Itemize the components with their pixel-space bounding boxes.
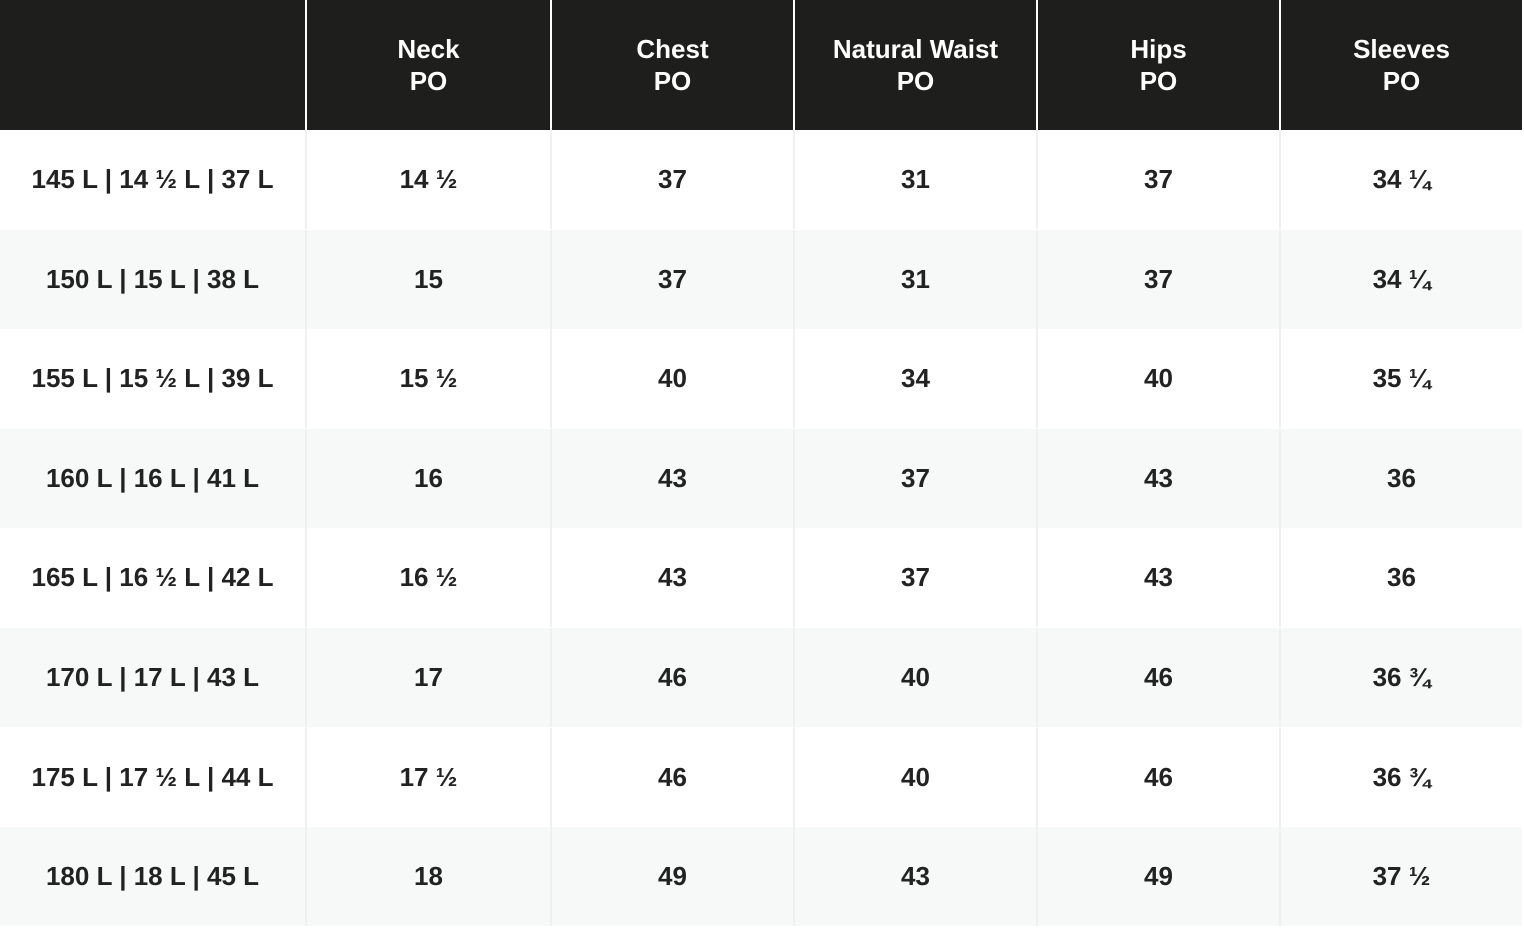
measurement: 40 bbox=[793, 628, 1036, 727]
measurement: 36 bbox=[1279, 428, 1522, 528]
measurement: 17 bbox=[305, 628, 550, 727]
size-label: 175 L | 17 ½ L | 44 L bbox=[31, 761, 274, 792]
table-row: 145 L | 14 ½ L | 37 L 14 ½ 37 31 37 34 ¼ bbox=[0, 130, 1522, 229]
table-row: 180 L | 18 L | 45 L 18 49 43 49 37 ½ bbox=[0, 827, 1522, 927]
header-cell: Hips PO bbox=[1036, 0, 1279, 130]
measurement: 46 bbox=[550, 727, 793, 827]
column-unit: PO bbox=[896, 66, 935, 96]
measurement: 40 bbox=[1036, 329, 1279, 429]
measurement: 35 ¼ bbox=[1279, 329, 1522, 429]
table-row: 160 L | 16 L | 41 L 16 43 37 43 36 bbox=[0, 428, 1522, 528]
measurement: 43 bbox=[550, 528, 793, 628]
measurement: 36 ¾ bbox=[1279, 628, 1522, 727]
measurement: 37 bbox=[793, 428, 1036, 528]
size-label: 170 L | 17 L | 43 L bbox=[45, 662, 260, 692]
size-label: 155 L | 15 ½ L | 39 L bbox=[31, 363, 274, 394]
header-corner bbox=[0, 0, 305, 130]
column-name: Hips bbox=[1130, 34, 1187, 64]
column-unit: PO bbox=[1382, 66, 1421, 96]
measurement: 14 ½ bbox=[305, 130, 550, 229]
header-cell: Chest PO bbox=[550, 0, 793, 130]
size-label: 145 L | 14 ½ L | 37 L bbox=[31, 164, 274, 194]
measurement: 34 ¼ bbox=[1279, 229, 1522, 329]
measurement: 40 bbox=[550, 329, 793, 429]
measurement: 49 bbox=[1036, 827, 1279, 927]
measurement: 43 bbox=[793, 827, 1036, 927]
table-row: 155 L | 15 ½ L | 39 L 15 ½ 40 34 40 35 ¼ bbox=[0, 329, 1522, 429]
size-label: 165 L | 16 ½ L | 42 L bbox=[31, 562, 274, 593]
measurement: 37 bbox=[550, 130, 793, 229]
measurement: 46 bbox=[550, 628, 793, 727]
measurement: 37 ½ bbox=[1279, 827, 1522, 927]
header-cell: Natural Waist PO bbox=[793, 0, 1036, 130]
column-unit: PO bbox=[409, 66, 448, 96]
measurement: 49 bbox=[550, 827, 793, 927]
table-row: 170 L | 17 L | 43 L 17 46 40 46 36 ¾ bbox=[0, 628, 1522, 727]
measurement: 43 bbox=[1036, 428, 1279, 528]
column-unit: PO bbox=[1139, 66, 1178, 96]
measurement: 43 bbox=[550, 428, 793, 528]
measurement: 31 bbox=[793, 130, 1036, 229]
size-label: 160 L | 16 L | 41 L bbox=[45, 462, 260, 493]
column-name: Neck bbox=[397, 34, 460, 64]
measurement: 40 bbox=[793, 727, 1036, 827]
measurement: 17 ½ bbox=[305, 727, 550, 827]
measurement: 34 bbox=[793, 329, 1036, 429]
table-row: 165 L | 16 ½ L | 42 L 16 ½ 43 37 43 36 bbox=[0, 528, 1522, 628]
measurement: 37 bbox=[793, 528, 1036, 628]
size-label: 180 L | 18 L | 45 L bbox=[45, 861, 260, 892]
measurement: 37 bbox=[1036, 130, 1279, 229]
measurement: 34 ¼ bbox=[1279, 130, 1522, 229]
measurement: 46 bbox=[1036, 727, 1279, 827]
header-row: Neck PO Chest PO Natural Waist PO Hips PO Sleeve… bbox=[0, 0, 1522, 130]
measurement: 15 bbox=[305, 229, 550, 329]
measurement: 31 bbox=[793, 229, 1036, 329]
measurement: 16 ½ bbox=[305, 528, 550, 628]
measurement: 18 bbox=[305, 827, 550, 927]
column-name: Chest bbox=[636, 34, 709, 64]
measurement: 37 bbox=[1036, 229, 1279, 329]
measurement: 36 ¾ bbox=[1279, 727, 1522, 827]
measurement: 46 bbox=[1036, 628, 1279, 727]
size-label: 150 L | 15 L | 38 L bbox=[45, 263, 260, 294]
table-row: 150 L | 15 L | 38 L 15 37 31 37 34 ¼ bbox=[0, 229, 1522, 329]
measurement: 36 bbox=[1279, 528, 1522, 628]
measurement: 43 bbox=[1036, 528, 1279, 628]
column-name: Sleeves bbox=[1353, 34, 1450, 64]
column-name: Natural Waist bbox=[832, 34, 999, 64]
measurement: 37 bbox=[550, 229, 793, 329]
table-row: 175 L | 17 ½ L | 44 L 17 ½ 46 40 46 36 ¾ bbox=[0, 727, 1522, 827]
measurement: 15 ½ bbox=[305, 329, 550, 429]
column-unit: PO bbox=[653, 66, 692, 96]
measurement: 16 bbox=[305, 428, 550, 528]
header-cell: Neck PO bbox=[305, 0, 550, 130]
header-cell: Sleeves PO bbox=[1279, 0, 1522, 130]
